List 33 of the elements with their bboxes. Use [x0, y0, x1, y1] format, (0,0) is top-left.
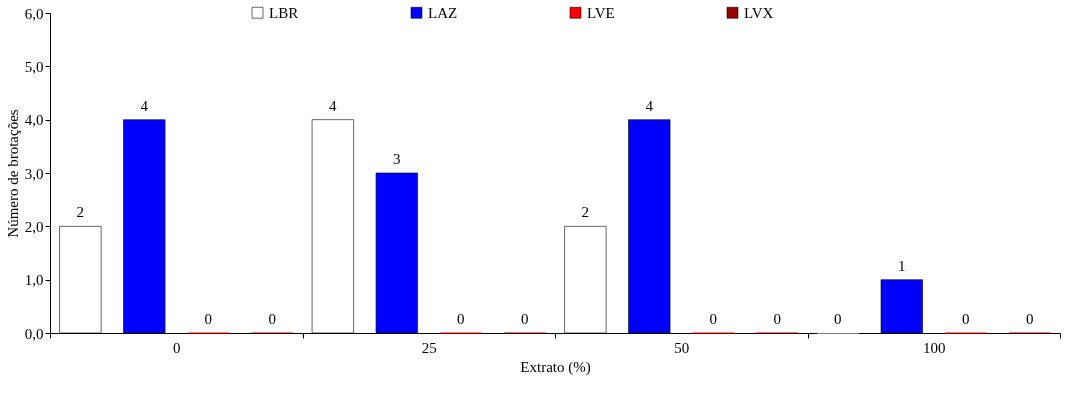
x-tick-label: 25: [421, 339, 437, 356]
data-label: 0: [1025, 311, 1034, 327]
data-label: 4: [645, 97, 654, 114]
y-tick-label: 6,0: [24, 5, 44, 22]
y-tick-label: 5,0: [24, 58, 44, 75]
y-tick-label: 0,0: [24, 325, 44, 342]
data-label: 0: [773, 311, 781, 327]
data-label: 0: [456, 311, 465, 327]
y-tick-label: 3,0: [24, 165, 44, 182]
data-label: 0: [709, 311, 717, 327]
x-tick-label: 100: [923, 339, 946, 356]
y-tick-label: 4,0: [24, 112, 44, 129]
y-tick-label: 2,0: [24, 218, 44, 235]
data-label: 0: [204, 311, 212, 327]
data-label: 0: [961, 311, 970, 327]
legend-label: LVX: [744, 4, 774, 21]
data-label: 1: [898, 257, 906, 274]
legend-label: LBR: [269, 4, 299, 21]
data-label: 0: [834, 311, 842, 327]
legend-label: LAZ: [428, 4, 458, 21]
data-label: 4: [329, 97, 338, 114]
x-tick-label: 0: [173, 339, 181, 356]
x-axis-title: Extrato (%): [520, 358, 591, 376]
legend-label: LVE: [587, 4, 615, 21]
x-tick-label: 50: [674, 339, 690, 356]
data-label: 2: [76, 204, 85, 221]
y-axis-title: Número de brotações: [4, 109, 21, 238]
y-tick-label: 1,0: [24, 272, 44, 289]
data-label: 3: [393, 151, 401, 167]
data-label: 2: [581, 204, 590, 221]
data-label: 0: [268, 311, 276, 327]
data-label: 0: [520, 311, 529, 327]
data-label: 4: [140, 97, 149, 114]
